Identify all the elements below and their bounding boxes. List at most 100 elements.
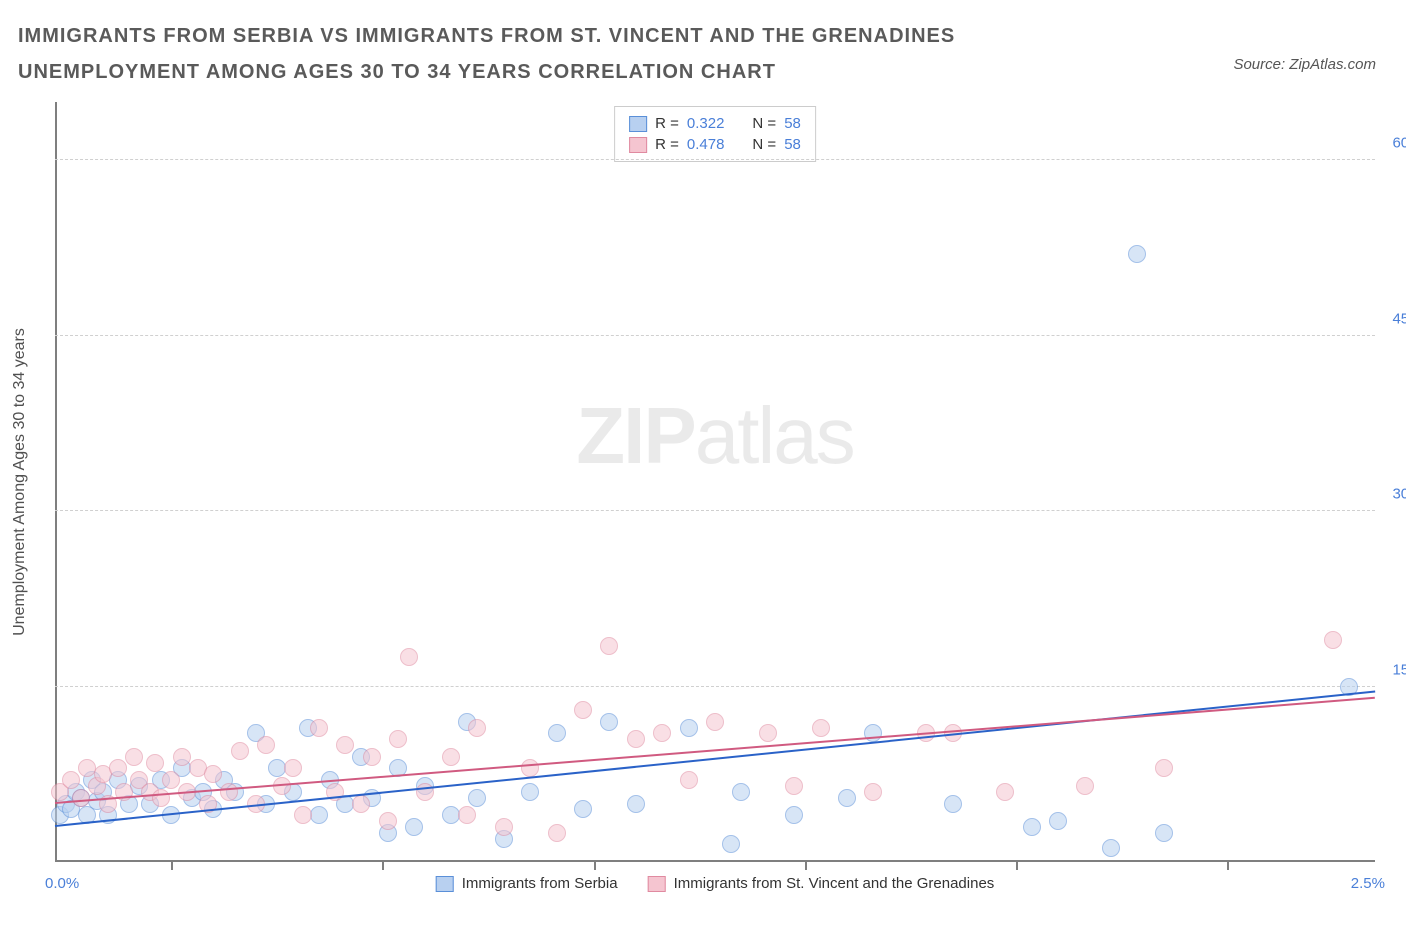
n-value-serbia: 58 — [784, 115, 801, 132]
scatter-point — [379, 812, 397, 830]
y-axis-title: Unemployment Among Ages 30 to 34 years — [11, 328, 29, 636]
watermark: ZIPatlas — [576, 390, 853, 482]
swatch-serbia — [629, 116, 647, 132]
swatch-stvincent — [629, 137, 647, 153]
n-label: N = — [752, 115, 776, 132]
y-tick-label: 60.0% — [1392, 135, 1406, 152]
scatter-point — [1076, 777, 1094, 795]
scatter-point — [468, 789, 486, 807]
scatter-point — [310, 806, 328, 824]
scatter-point — [495, 818, 513, 836]
r-value-stvincent: 0.478 — [687, 136, 725, 153]
scatter-point — [310, 719, 328, 737]
scatter-point — [1128, 245, 1146, 263]
scatter-point — [732, 783, 750, 801]
scatter-point — [680, 771, 698, 789]
swatch-stvincent — [648, 876, 666, 892]
stats-row-serbia: R = 0.322 N = 58 — [629, 113, 801, 134]
source-attribution: Source: ZipAtlas.com — [1233, 56, 1376, 73]
scatter-point — [627, 730, 645, 748]
scatter-point — [1155, 824, 1173, 842]
scatter-point — [653, 724, 671, 742]
watermark-light: atlas — [695, 391, 854, 480]
scatter-point — [521, 759, 539, 777]
scatter-point — [785, 777, 803, 795]
scatter-point — [864, 724, 882, 742]
scatter-point — [864, 783, 882, 801]
scatter-point — [146, 754, 164, 772]
scatter-point — [231, 742, 249, 760]
x-tick — [1227, 862, 1229, 870]
scatter-point — [284, 759, 302, 777]
scatter-point — [220, 783, 238, 801]
scatter-point — [1155, 759, 1173, 777]
scatter-point — [1049, 812, 1067, 830]
scatter-point — [173, 748, 191, 766]
scatter-point — [838, 789, 856, 807]
scatter-point — [257, 736, 275, 754]
scatter-point — [204, 765, 222, 783]
scatter-point — [72, 789, 90, 807]
scatter-point — [62, 771, 80, 789]
y-axis-line — [55, 102, 57, 862]
stats-legend: R = 0.322 N = 58 R = 0.478 N = 58 — [614, 106, 816, 162]
x-tick — [382, 862, 384, 870]
scatter-point — [400, 648, 418, 666]
x-tick — [171, 862, 173, 870]
scatter-point — [759, 724, 777, 742]
legend-item-serbia: Immigrants from Serbia — [436, 875, 618, 892]
chart-title: IMMIGRANTS FROM SERBIA VS IMMIGRANTS FRO… — [18, 18, 1138, 90]
y-tick-label: 45.0% — [1392, 310, 1406, 327]
scatter-point — [162, 771, 180, 789]
scatter-point — [352, 795, 370, 813]
swatch-serbia — [436, 876, 454, 892]
trend-line — [55, 690, 1375, 826]
x-tick — [1016, 862, 1018, 870]
r-label: R = — [655, 115, 679, 132]
r-label: R = — [655, 136, 679, 153]
x-tick — [805, 862, 807, 870]
x-tick — [594, 862, 596, 870]
legend-label-stvincent: Immigrants from St. Vincent and the Gren… — [674, 875, 995, 892]
scatter-point — [996, 783, 1014, 801]
scatter-point — [706, 713, 724, 731]
gridline — [55, 510, 1375, 511]
scatter-point — [294, 806, 312, 824]
gridline — [55, 159, 1375, 160]
scatter-point — [416, 783, 434, 801]
scatter-point — [812, 719, 830, 737]
scatter-point — [152, 789, 170, 807]
scatter-point — [109, 759, 127, 777]
scatter-point — [363, 748, 381, 766]
scatter-point — [548, 724, 566, 742]
x-axis-max-label: 2.5% — [1351, 875, 1385, 892]
y-tick-label: 30.0% — [1392, 486, 1406, 503]
legend-label-serbia: Immigrants from Serbia — [462, 875, 618, 892]
scatter-point — [574, 701, 592, 719]
gridline — [55, 335, 1375, 336]
scatter-point — [600, 713, 618, 731]
gridline — [55, 686, 1375, 687]
scatter-point — [600, 637, 618, 655]
scatter-point — [1102, 839, 1120, 857]
stats-row-stvincent: R = 0.478 N = 58 — [629, 134, 801, 155]
scatter-point — [680, 719, 698, 737]
scatter-point — [458, 806, 476, 824]
r-value-serbia: 0.322 — [687, 115, 725, 132]
n-label: N = — [752, 136, 776, 153]
n-value-stvincent: 58 — [784, 136, 801, 153]
scatter-point — [944, 795, 962, 813]
scatter-point — [722, 835, 740, 853]
scatter-point — [405, 818, 423, 836]
correlation-chart: Unemployment Among Ages 30 to 34 years 0… — [55, 102, 1375, 862]
scatter-point — [1023, 818, 1041, 836]
scatter-point — [627, 795, 645, 813]
scatter-point — [336, 736, 354, 754]
scatter-point — [468, 719, 486, 737]
scatter-point — [785, 806, 803, 824]
x-axis-line — [55, 860, 1375, 862]
legend-item-stvincent: Immigrants from St. Vincent and the Gren… — [648, 875, 995, 892]
scatter-point — [521, 783, 539, 801]
scatter-point — [389, 730, 407, 748]
scatter-point — [548, 824, 566, 842]
